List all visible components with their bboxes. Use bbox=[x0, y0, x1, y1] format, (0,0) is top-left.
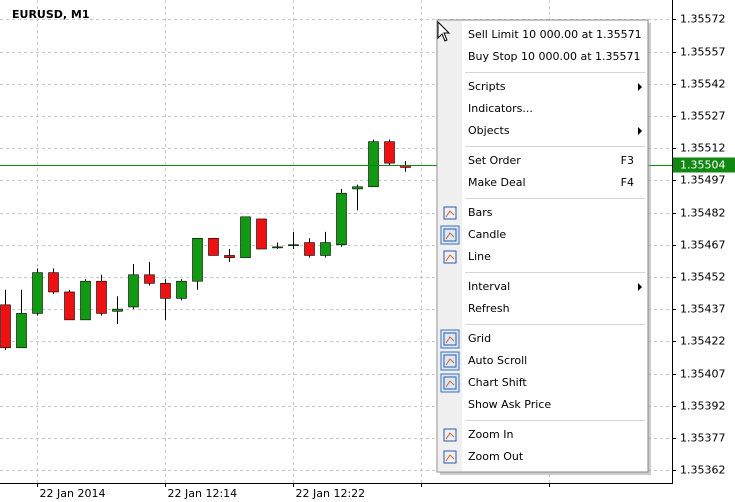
candle-body bbox=[64, 291, 75, 321]
y-tick-label: 1.35437 bbox=[680, 303, 726, 316]
menu-label: Candle bbox=[468, 228, 506, 241]
candle-body bbox=[96, 280, 107, 314]
menu-label: Scripts bbox=[468, 80, 506, 93]
menu-label: Interval bbox=[468, 280, 510, 293]
menu-icon bbox=[445, 454, 455, 462]
menu-icon bbox=[445, 432, 455, 440]
cursor bbox=[437, 20, 451, 42]
y-tick-label: 1.35422 bbox=[680, 335, 726, 348]
x-tick-label: 22 Jan 12:14 bbox=[168, 487, 238, 500]
candle-body bbox=[336, 192, 347, 246]
y-tick-label: 1.35467 bbox=[680, 239, 726, 252]
candle-body bbox=[80, 280, 91, 321]
menu-icon bbox=[443, 228, 457, 242]
candle-body bbox=[384, 141, 395, 164]
y-tick-label: 1.35452 bbox=[680, 271, 726, 284]
menu-shortcut: F3 bbox=[621, 154, 634, 167]
menu-icon bbox=[445, 336, 455, 344]
menu-label: Auto Scroll bbox=[468, 354, 527, 367]
check-frame bbox=[440, 225, 460, 245]
x-tick-label: 22 Jan 12:22 bbox=[296, 487, 366, 500]
candle-body bbox=[192, 237, 203, 282]
y-tick-label: 1.35482 bbox=[680, 207, 726, 220]
menu-icon bbox=[443, 250, 457, 264]
candle-body bbox=[128, 274, 139, 308]
candle-body bbox=[0, 304, 11, 349]
y-tick-label: 1.35392 bbox=[680, 400, 726, 413]
menu-label: Bars bbox=[468, 206, 493, 219]
menu-label: Line bbox=[468, 250, 491, 263]
x-tick-label: 22 Jan 2014 bbox=[40, 487, 106, 500]
menu-label: Buy Stop 10 000.00 at 1.35571 bbox=[468, 50, 641, 63]
candle-body bbox=[32, 272, 43, 314]
context-menu: Sell Limit 10 000.00 at 1.35571 Buy Stop … bbox=[436, 19, 651, 475]
menu-label: Grid bbox=[468, 332, 491, 345]
candle-body bbox=[288, 244, 299, 247]
submenu-arrow bbox=[638, 127, 642, 135]
y-tick-label: 1.35377 bbox=[680, 432, 726, 445]
chart-title: EURUSD, M1 bbox=[12, 8, 90, 21]
menu-label: Refresh bbox=[468, 302, 510, 315]
menu-label: Show Ask Price bbox=[468, 398, 551, 411]
current-price-box bbox=[673, 157, 735, 173]
menu-label: Zoom In bbox=[468, 428, 513, 441]
candle-body bbox=[144, 274, 155, 284]
menu-icon bbox=[443, 354, 457, 368]
candle-body bbox=[320, 242, 331, 256]
y-tick-label: 1.35407 bbox=[680, 368, 726, 381]
menu-icon bbox=[445, 254, 455, 262]
icon-column bbox=[438, 21, 462, 471]
menu-icon bbox=[443, 206, 457, 220]
menu-icon bbox=[445, 210, 455, 218]
candle-body bbox=[160, 283, 171, 299]
candle-body bbox=[48, 272, 59, 293]
menu-icon bbox=[443, 428, 457, 442]
candle-body bbox=[352, 186, 363, 190]
y-tick-label: 1.35497 bbox=[680, 174, 726, 187]
menu-label: Chart Shift bbox=[468, 376, 527, 389]
candle-body bbox=[176, 280, 187, 299]
y-tick-label: 1.35557 bbox=[680, 46, 726, 59]
submenu-arrow bbox=[638, 283, 642, 291]
candle-body bbox=[224, 255, 235, 258]
menu-label: Zoom Out bbox=[468, 450, 524, 463]
menu-label: Set Order bbox=[468, 154, 521, 167]
check-frame bbox=[440, 373, 460, 393]
candle-body bbox=[256, 218, 267, 250]
menu-icon bbox=[445, 232, 455, 240]
candle-body bbox=[208, 237, 219, 256]
candle-body bbox=[272, 246, 283, 249]
candle-body bbox=[368, 141, 379, 188]
menu-label: Objects bbox=[468, 124, 510, 137]
menu-icon bbox=[445, 380, 455, 388]
submenu-arrow bbox=[638, 83, 642, 91]
menu-panel bbox=[436, 19, 649, 473]
menu-icon bbox=[443, 376, 457, 390]
menu-label: Make Deal bbox=[468, 176, 526, 189]
y-tick-label: 1.35572 bbox=[680, 13, 726, 26]
y-tick-label: 1.35362 bbox=[680, 464, 726, 477]
check-frame bbox=[440, 329, 460, 349]
menu-icon bbox=[443, 332, 457, 346]
candle-body bbox=[304, 242, 315, 256]
current-price-label: 1.35504 bbox=[680, 159, 726, 172]
menu-icon bbox=[445, 358, 455, 366]
y-tick-label: 1.35527 bbox=[680, 110, 726, 123]
y-tick-label: 1.35542 bbox=[680, 78, 726, 91]
menu-label: Sell Limit 10 000.00 at 1.35571 bbox=[468, 28, 642, 41]
candle-body bbox=[112, 308, 123, 312]
menu-shortcut: F4 bbox=[621, 176, 634, 189]
y-tick-label: 1.35512 bbox=[680, 142, 726, 155]
check-frame bbox=[440, 351, 460, 371]
candle-body bbox=[240, 216, 251, 258]
candle-body bbox=[16, 313, 27, 349]
menu-label: Indicators... bbox=[468, 102, 533, 115]
menu-icon bbox=[443, 450, 457, 464]
